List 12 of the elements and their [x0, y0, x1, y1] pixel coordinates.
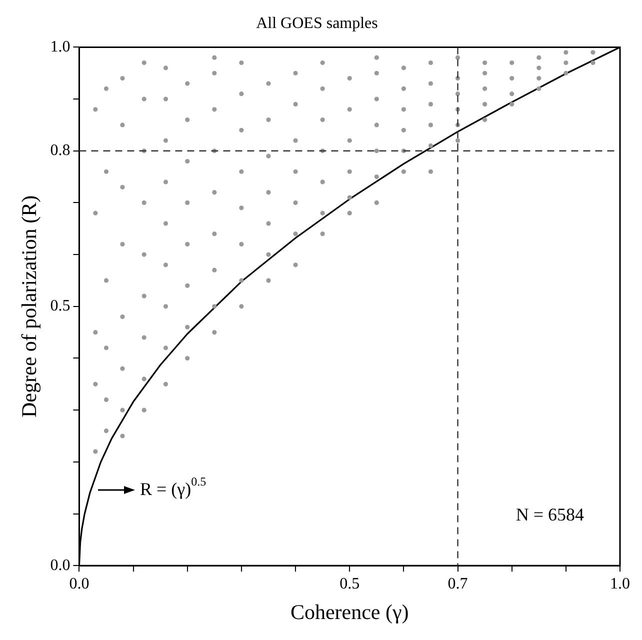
x-tick-label: 0.5: [340, 575, 360, 592]
y-tick-label: 0.0: [50, 556, 70, 574]
y-tick-label: 1.0: [50, 38, 70, 56]
x-tick-label: 0.0: [69, 575, 90, 592]
annotation: N = 6584: [516, 504, 584, 524]
y-tick-label: 0.5: [50, 298, 70, 315]
y-axis-title: Degree of polarization (R): [17, 195, 42, 418]
y-tick-label: 0.8: [50, 142, 70, 160]
x-axis-title: Coherence (γ): [290, 600, 409, 624]
chart-title: All GOES samples: [256, 14, 378, 32]
x-tick-label: 1.0: [610, 575, 630, 592]
x-tick-label: 0.7: [448, 575, 468, 592]
